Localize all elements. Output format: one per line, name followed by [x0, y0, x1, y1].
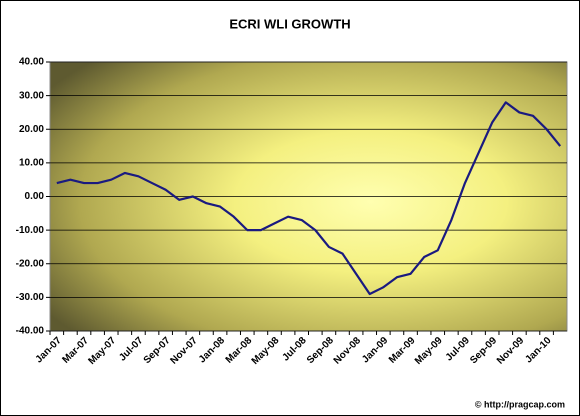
y-tick-label: -20.00	[16, 258, 45, 269]
y-tick-label: 10.00	[19, 158, 44, 169]
y-tick-label: -30.00	[16, 292, 45, 303]
y-tick-label: 20.00	[19, 124, 44, 135]
y-tick-label: -10.00	[16, 225, 45, 236]
line-series	[56, 101, 562, 296]
y-tick-label: 0.00	[25, 191, 45, 202]
y-tick-label: 30.00	[19, 90, 44, 101]
chart-title: ECRI WLI GROWTH	[229, 16, 350, 31]
watermark: © http://pragcap.com	[475, 399, 565, 409]
y-tick-label: -40.00	[16, 326, 45, 337]
y-tick-label: 40.00	[19, 57, 44, 68]
